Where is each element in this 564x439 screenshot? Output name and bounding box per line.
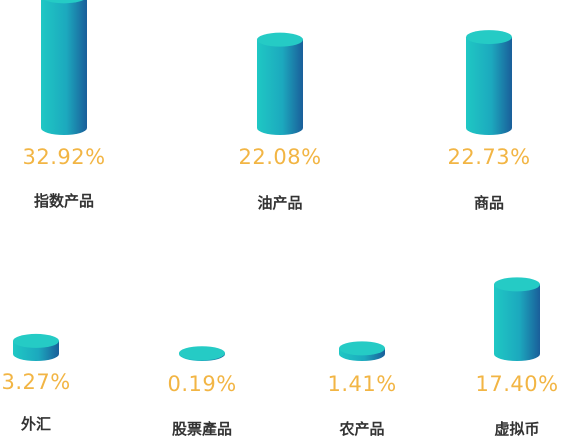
category-label: 虚拟币	[494, 420, 540, 438]
value-label: 3.27%	[1, 370, 71, 394]
cylinder-top	[494, 277, 540, 292]
cylinder-top	[466, 30, 512, 45]
cylinder-body	[466, 37, 512, 135]
cylinder-body	[494, 284, 540, 361]
category-label: 商品	[474, 194, 505, 212]
cylinder-top	[257, 32, 303, 47]
cylinder-bar-7	[494, 277, 540, 361]
cylinder-bar-5	[179, 346, 225, 361]
value-label: 22.08%	[238, 145, 322, 169]
value-label: 1.41%	[327, 372, 397, 396]
cylinder-bars	[13, 0, 540, 361]
cylinder-top	[179, 346, 225, 361]
cylinder-top	[13, 333, 59, 348]
cylinder-bar-1	[41, 0, 87, 135]
value-label: 32.92%	[22, 145, 106, 169]
category-label: 股票產品	[172, 420, 233, 438]
value-label: 17.40%	[475, 372, 559, 396]
value-label: 0.19%	[167, 372, 237, 396]
category-label: 指数产品	[34, 192, 95, 210]
cylinder-bar-4	[13, 333, 59, 361]
cylinder-body	[257, 39, 303, 135]
cylinder-bar-6	[339, 341, 385, 361]
cylinder-body	[41, 0, 87, 135]
cylinder-top	[339, 341, 385, 356]
cylinder-bar-2	[257, 32, 303, 135]
cylinder-top	[44, 0, 84, 4]
category-label: 农产品	[339, 420, 385, 438]
category-label: 外汇	[21, 415, 52, 433]
value-label: 22.73%	[447, 145, 531, 169]
cylinder-bar-3	[466, 30, 512, 135]
category-label: 油产品	[257, 194, 303, 212]
